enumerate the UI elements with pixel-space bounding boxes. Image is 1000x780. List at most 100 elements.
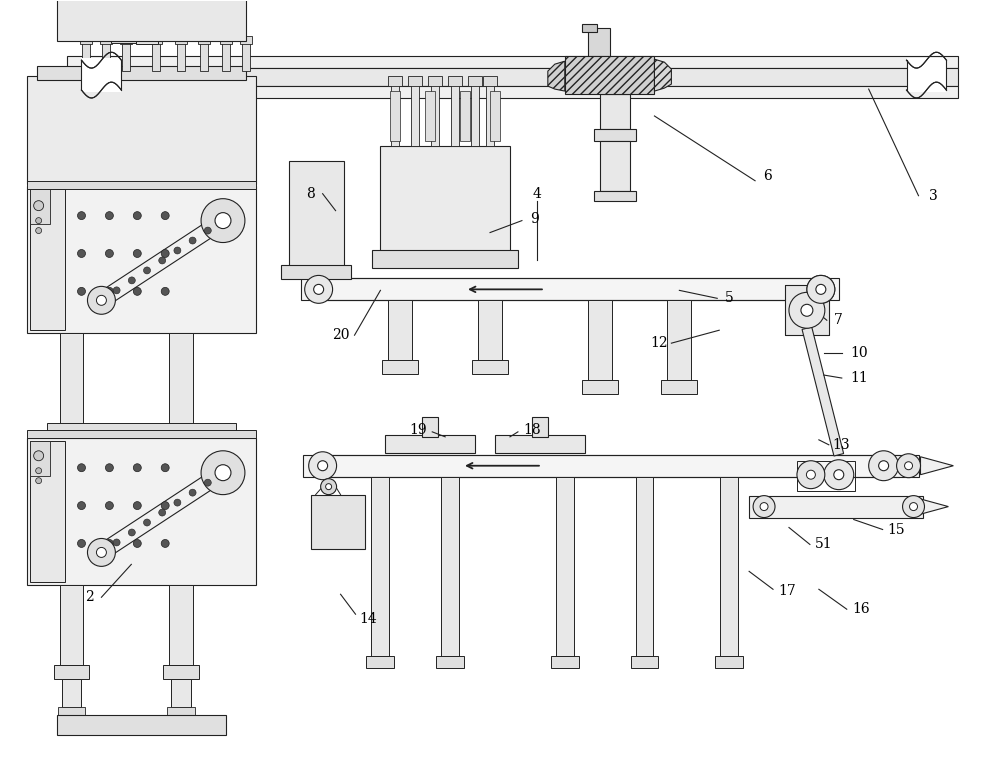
Bar: [166, 12, 191, 41]
Bar: [289, 161, 344, 271]
Circle shape: [174, 247, 181, 254]
Bar: [785, 285, 829, 335]
Bar: [556, 477, 574, 656]
Bar: [163, 665, 199, 679]
Circle shape: [113, 539, 120, 546]
Bar: [391, 81, 399, 146]
Text: 8: 8: [306, 186, 315, 200]
Bar: [636, 477, 653, 656]
Bar: [220, 36, 232, 44]
Bar: [600, 94, 630, 129]
Bar: [667, 300, 691, 380]
Text: 9: 9: [531, 211, 539, 225]
Bar: [431, 81, 439, 146]
Bar: [81, 58, 121, 92]
Bar: [471, 81, 479, 146]
Bar: [594, 129, 636, 141]
Text: 5: 5: [725, 291, 734, 305]
Bar: [422, 417, 438, 437]
Text: 14: 14: [360, 612, 377, 626]
Bar: [27, 438, 256, 585]
Bar: [30, 189, 65, 330]
Bar: [175, 36, 187, 44]
Text: 19: 19: [409, 423, 427, 437]
Text: 2: 2: [85, 590, 94, 604]
Circle shape: [201, 199, 245, 243]
Bar: [390, 91, 400, 141]
Bar: [720, 477, 738, 656]
Bar: [169, 333, 193, 428]
Circle shape: [36, 477, 42, 484]
Bar: [311, 495, 365, 549]
Circle shape: [36, 228, 42, 233]
Bar: [169, 585, 193, 665]
Circle shape: [903, 495, 924, 518]
Circle shape: [189, 237, 196, 244]
Circle shape: [133, 287, 141, 296]
Bar: [408, 76, 422, 86]
Circle shape: [174, 499, 181, 506]
Circle shape: [133, 464, 141, 472]
Bar: [80, 36, 92, 44]
Circle shape: [215, 213, 231, 229]
Circle shape: [326, 484, 332, 490]
Bar: [478, 300, 502, 360]
Circle shape: [161, 211, 169, 220]
Bar: [240, 36, 252, 44]
Circle shape: [797, 461, 825, 488]
Circle shape: [789, 292, 825, 328]
Bar: [486, 81, 494, 146]
Bar: [436, 656, 464, 668]
Circle shape: [78, 250, 85, 257]
Circle shape: [869, 451, 899, 480]
Bar: [27, 430, 256, 438]
Bar: [565, 56, 654, 94]
Circle shape: [133, 502, 141, 509]
Circle shape: [189, 489, 196, 496]
Bar: [173, 428, 189, 438]
Bar: [27, 76, 256, 184]
Circle shape: [87, 286, 115, 314]
Bar: [67, 56, 958, 68]
Circle shape: [113, 287, 120, 294]
Circle shape: [78, 211, 85, 220]
Bar: [200, 41, 208, 71]
Circle shape: [105, 211, 113, 220]
Text: 4: 4: [532, 186, 541, 200]
Bar: [380, 146, 510, 256]
Polygon shape: [920, 457, 953, 475]
Bar: [167, 707, 195, 714]
Bar: [631, 656, 658, 668]
Circle shape: [314, 285, 324, 294]
Text: 3: 3: [929, 189, 938, 203]
Circle shape: [133, 250, 141, 257]
Circle shape: [161, 287, 169, 296]
Circle shape: [78, 540, 85, 548]
Bar: [715, 656, 743, 668]
Bar: [171, 679, 191, 707]
Bar: [60, 585, 83, 665]
Circle shape: [801, 304, 813, 316]
Bar: [594, 191, 636, 200]
Circle shape: [36, 468, 42, 473]
Polygon shape: [548, 61, 565, 91]
Bar: [62, 679, 81, 707]
Bar: [907, 58, 946, 92]
Bar: [57, 0, 246, 41]
Bar: [242, 41, 250, 71]
Bar: [64, 428, 80, 438]
Bar: [582, 24, 597, 32]
Text: 6: 6: [763, 168, 771, 183]
Bar: [785, 285, 829, 335]
Bar: [388, 300, 412, 360]
Bar: [425, 91, 435, 141]
Bar: [385, 434, 475, 452]
Bar: [30, 441, 65, 583]
Bar: [600, 141, 630, 191]
Circle shape: [78, 287, 85, 296]
Circle shape: [133, 211, 141, 220]
Circle shape: [309, 452, 337, 480]
Bar: [30, 189, 50, 224]
Circle shape: [78, 464, 85, 472]
Bar: [54, 665, 89, 679]
